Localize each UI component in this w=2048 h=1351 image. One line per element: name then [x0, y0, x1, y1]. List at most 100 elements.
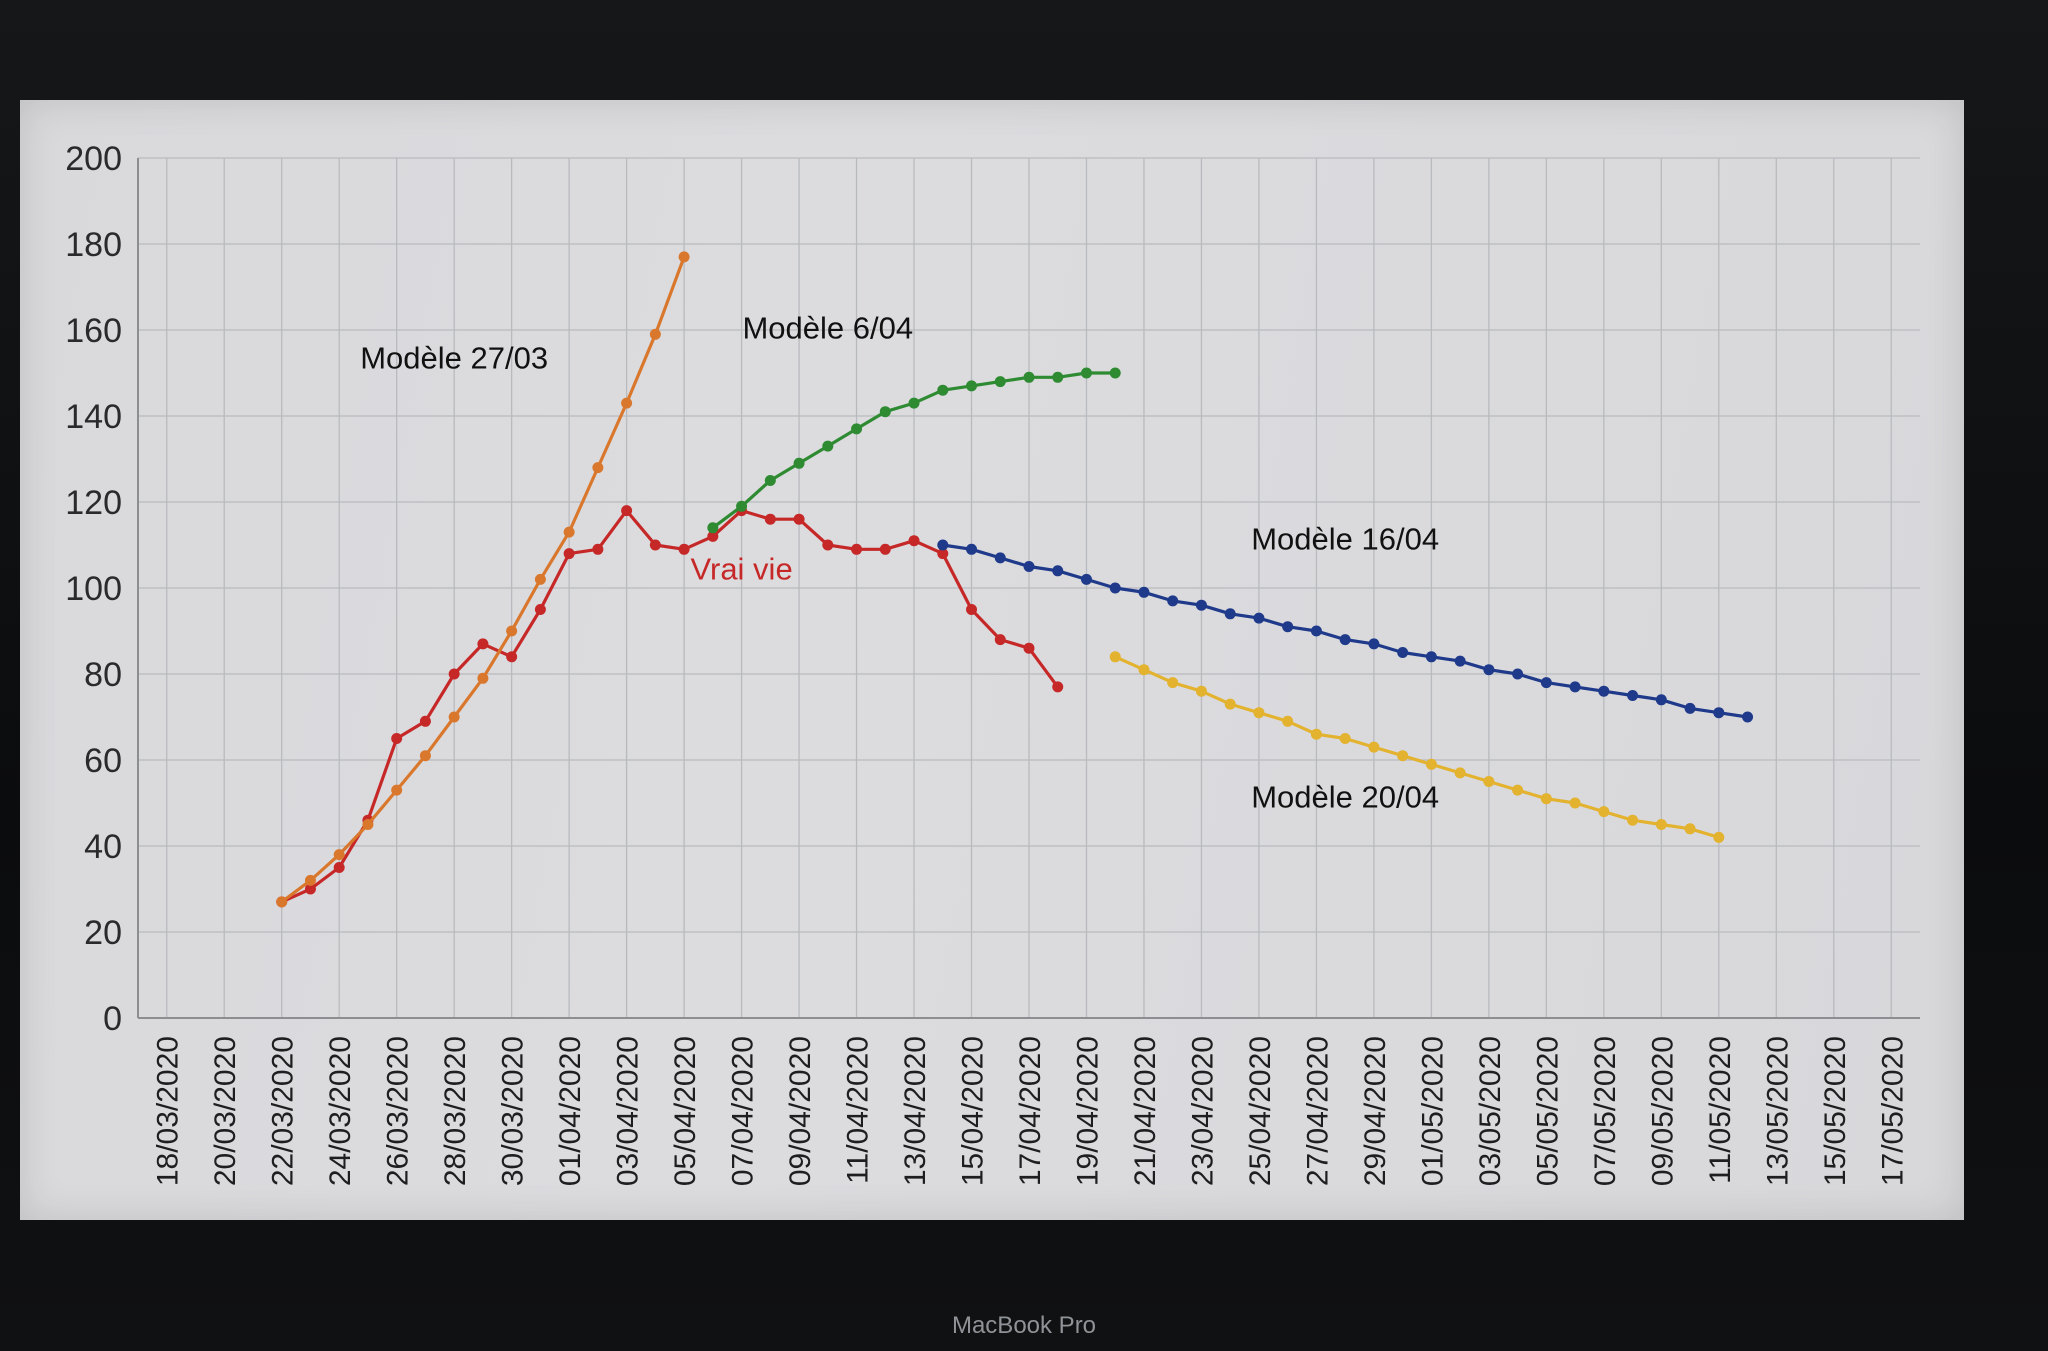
data-point: [1023, 561, 1035, 572]
data-point: [391, 733, 403, 744]
y-tick-label: 160: [65, 312, 122, 350]
series-group: [276, 505, 1064, 908]
data-point: [1540, 677, 1552, 689]
data-point: [764, 513, 776, 525]
data-point: [1310, 625, 1322, 637]
data-point: [1713, 831, 1725, 843]
data-point: [1569, 797, 1581, 809]
x-tick-label: 09/05/2020: [1646, 1036, 1679, 1186]
x-tick-label: 03/04/2020: [612, 1036, 645, 1186]
device-brand-label: MacBook Pro: [951, 1312, 1097, 1339]
data-point: [534, 573, 546, 585]
data-point: [304, 874, 316, 886]
data-point: [1627, 690, 1639, 701]
data-point: [1282, 715, 1294, 727]
y-tick-label: 140: [65, 398, 122, 436]
data-point: [1052, 681, 1064, 693]
data-point: [333, 849, 345, 861]
series-label: Modèle 20/04: [1251, 779, 1439, 814]
data-point: [822, 440, 834, 452]
data-point: [1023, 371, 1035, 383]
data-point: [994, 376, 1006, 388]
data-point: [391, 784, 403, 796]
data-point: [1080, 367, 1092, 379]
x-tick-label: 29/04/2020: [1359, 1036, 1392, 1186]
data-point: [1195, 599, 1207, 611]
series-label: Vrai vie: [690, 551, 792, 586]
x-tick-label: 26/03/2020: [382, 1036, 415, 1186]
data-point: [1109, 582, 1121, 594]
y-tick-label: 40: [84, 828, 122, 866]
data-point: [1368, 741, 1380, 753]
data-point: [994, 634, 1006, 646]
x-tick-label: 01/05/2020: [1416, 1036, 1449, 1186]
x-tick-label: 09/04/2020: [784, 1036, 817, 1186]
x-tick-label: 18/03/2020: [152, 1036, 185, 1186]
data-point: [937, 384, 949, 396]
x-tick-label: 05/05/2020: [1531, 1036, 1564, 1186]
series-line: [281, 509, 1059, 904]
series-group: [1109, 651, 1725, 843]
data-point: [419, 715, 431, 727]
data-point: [563, 548, 575, 560]
data-point: [621, 505, 633, 517]
x-tick-label: 20/03/2020: [209, 1036, 242, 1186]
data-point: [362, 819, 374, 830]
series-label: Modèle 27/03: [360, 341, 548, 376]
x-tick-label: 07/04/2020: [727, 1036, 760, 1186]
x-tick-label: 17/04/2020: [1014, 1036, 1047, 1186]
data-point: [822, 539, 834, 551]
x-tick-label: 21/04/2020: [1129, 1036, 1162, 1186]
data-point: [448, 668, 460, 680]
data-point: [1224, 698, 1236, 710]
data-point: [1655, 694, 1667, 706]
data-point: [1454, 767, 1466, 779]
data-point: [1713, 707, 1725, 719]
data-point: [994, 552, 1006, 564]
x-tick-label: 03/05/2020: [1474, 1036, 1507, 1186]
x-tick-label: 30/03/2020: [497, 1036, 530, 1186]
data-point: [1425, 651, 1437, 663]
x-tick-label: 13/05/2020: [1761, 1036, 1794, 1186]
y-tick-label: 200: [65, 140, 122, 178]
data-point: [1138, 586, 1150, 598]
x-tick-label: 17/05/2020: [1876, 1036, 1909, 1186]
x-tick-label: 13/04/2020: [899, 1036, 932, 1186]
y-tick-label: 60: [84, 742, 122, 780]
series-label: Modèle 16/04: [1251, 521, 1439, 556]
x-tick-label: 25/04/2020: [1244, 1036, 1277, 1186]
data-point: [477, 672, 489, 684]
data-point: [736, 500, 748, 512]
y-tick-label: 120: [65, 484, 122, 522]
data-point: [1109, 367, 1121, 379]
series-group: [937, 539, 1754, 723]
data-point: [1397, 647, 1409, 658]
data-point: [764, 475, 776, 486]
data-point: [304, 883, 316, 895]
data-point: [1195, 685, 1207, 697]
data-point: [534, 604, 546, 615]
data-point: [506, 625, 518, 637]
data-point: [1109, 651, 1121, 663]
data-point: [592, 543, 604, 555]
data-point: [1397, 750, 1409, 762]
series-group: [276, 251, 690, 908]
data-point: [1310, 728, 1322, 740]
chart-annotations: Modèle 27/03 Modèle 6/04 Modèle 16/04 Vrai …: [360, 311, 1439, 815]
data-point: [649, 539, 661, 551]
data-point: [1598, 806, 1610, 818]
data-point: [1569, 681, 1581, 693]
y-tick-label: 100: [65, 570, 122, 608]
chart-series: [276, 251, 1754, 908]
data-point: [419, 750, 431, 762]
x-tick-label: 11/05/2020: [1704, 1036, 1737, 1184]
data-point: [1167, 595, 1179, 607]
data-point: [1339, 634, 1351, 646]
data-point: [621, 397, 633, 409]
data-point: [1454, 655, 1466, 667]
data-point: [1023, 642, 1035, 654]
data-point: [1598, 685, 1610, 697]
x-tick-label: 15/04/2020: [957, 1036, 990, 1186]
data-point: [563, 526, 575, 538]
x-tick-label: 15/05/2020: [1819, 1036, 1852, 1186]
